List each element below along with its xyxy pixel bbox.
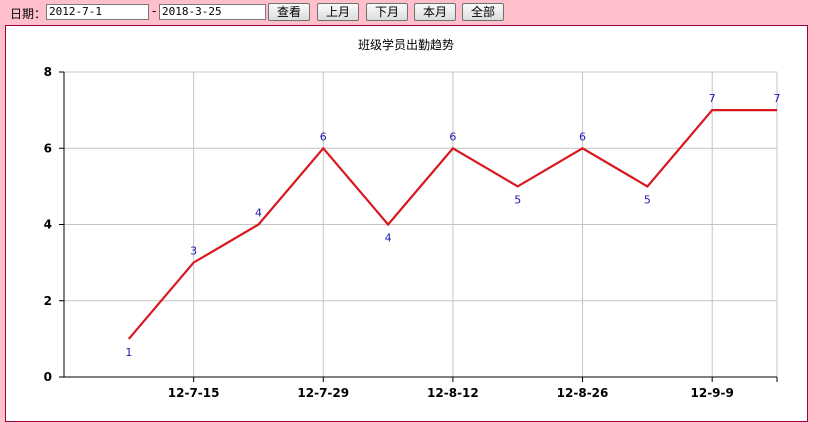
- x-tick-label: 12-8-12: [427, 386, 479, 400]
- data-label: 7: [709, 92, 716, 105]
- data-label: 7: [774, 92, 781, 105]
- x-tick-label: 12-7-29: [297, 386, 349, 400]
- data-label: 3: [190, 245, 197, 258]
- date-label: 日期：: [10, 7, 47, 21]
- chart-panel: 班级学员出勤趋势 0 2 4 6 8 12-7-15 12-7-29 12-8-12 12-8-…: [5, 25, 808, 422]
- series: [127, 108, 777, 340]
- data-label: 6: [579, 130, 586, 143]
- grid: [64, 71, 778, 377]
- y-tick-label: 0: [44, 370, 52, 384]
- next-month-button[interactable]: 下月: [366, 3, 408, 21]
- all-button[interactable]: 全部: [462, 3, 504, 21]
- date-separator: -: [152, 4, 157, 18]
- data-label: 4: [255, 207, 262, 220]
- data-label: 6: [320, 130, 327, 143]
- query-button[interactable]: 查看: [268, 3, 310, 21]
- data-label: 5: [644, 193, 651, 206]
- x-tick-label: 12-8-26: [557, 386, 609, 400]
- toolbar: 日期： - 查看 上月 下月 本月 全部: [0, 0, 818, 24]
- this-month-button[interactable]: 本月: [414, 3, 456, 21]
- x-tick-label: 12-9-9: [691, 386, 734, 400]
- y-tick-label: 4: [44, 218, 52, 232]
- attendance-trend-chart: 班级学员出勤趋势 0 2 4 6 8 12-7-15 12-7-29 12-8-12 12-8-…: [44, 37, 781, 400]
- y-tick-label: 2: [44, 294, 52, 308]
- data-labels: 1 3 4 6 4 6 5 6 5 7 7: [125, 92, 780, 359]
- start-date-input[interactable]: [46, 4, 149, 20]
- axes: 0 2 4 6 8 12-7-15 12-7-29 12-8-12 12-8-26 12-9-9: [44, 65, 778, 400]
- y-tick-label: 8: [44, 65, 52, 79]
- chart-title: 班级学员出勤趋势: [358, 37, 454, 52]
- series-line: [127, 108, 777, 340]
- data-label: 5: [514, 193, 521, 206]
- end-date-input[interactable]: [159, 4, 266, 20]
- data-label: 6: [449, 130, 456, 143]
- x-tick-label: 12-7-15: [168, 386, 220, 400]
- data-label: 4: [385, 232, 392, 245]
- y-tick-label: 6: [44, 141, 52, 155]
- data-label: 1: [125, 346, 132, 359]
- prev-month-button[interactable]: 上月: [317, 3, 359, 21]
